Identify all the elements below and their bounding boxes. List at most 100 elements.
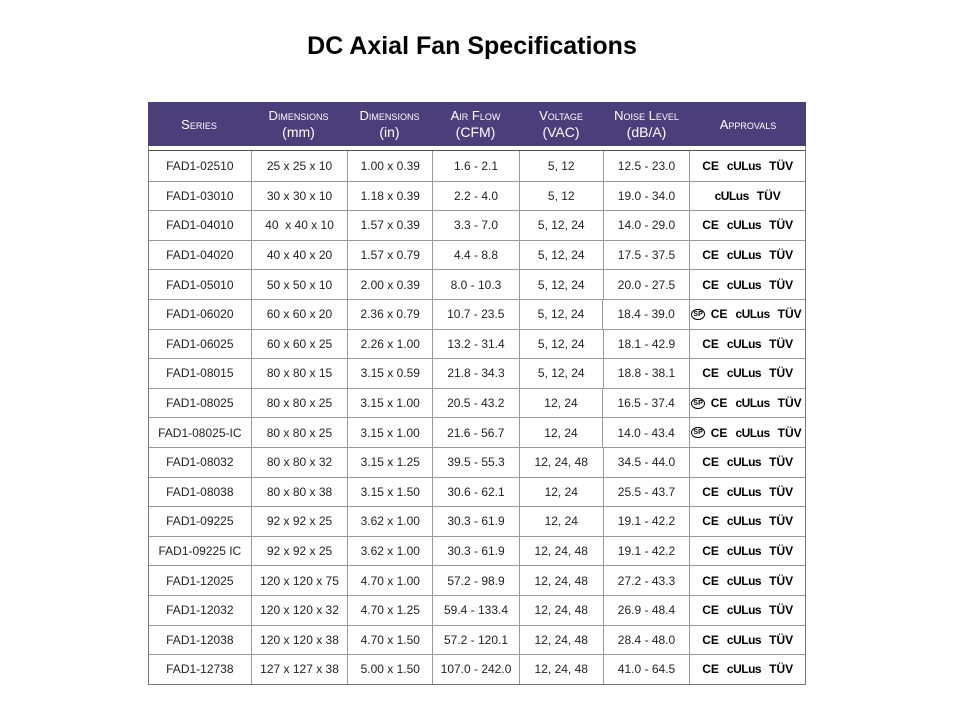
approvals-cell: CE cULus TÜV	[689, 655, 805, 684]
approvals-cell: CE cULus TÜV	[689, 625, 805, 655]
approvals-cell: CE cULus TÜV	[689, 566, 805, 595]
table-cell: 1.00 x 0.39	[347, 151, 432, 181]
table-cell: 28.4 - 48.0	[602, 625, 690, 655]
table-cell: 12, 24, 48	[518, 595, 603, 625]
table-cell: 3.15 x 1.50	[347, 477, 432, 507]
approval-logo: cULus	[726, 277, 762, 292]
table-cell: 30.6 - 62.1	[432, 477, 519, 507]
table-cell: 1.57 x 0.39	[347, 211, 432, 240]
table-row: FAD1-02510 25 x 25 x 10 1.00 x 0.39 1.6 - 2…	[149, 151, 805, 181]
table-cell: 21.8 - 34.3	[432, 359, 519, 388]
approval-logo: TÜV	[769, 277, 794, 292]
table-cell: FAD1-06025	[166, 336, 234, 351]
table-cell: 17.5 - 37.5	[602, 240, 690, 270]
table-cell: FAD1-08025	[166, 396, 234, 411]
approval-logo: TÜV	[769, 158, 794, 173]
approval-logo: CE	[702, 632, 719, 647]
approval-logo: TÜV	[777, 425, 802, 440]
table-cell: 120 x 120 x 75	[250, 566, 348, 595]
approvals-cell: CE cULus TÜV	[689, 240, 805, 270]
table-cell: 5, 12	[518, 181, 603, 211]
table-cell: 4.70 x 1.50	[347, 625, 432, 655]
table-cell: 4.4 - 8.8	[432, 240, 519, 270]
approval-logo: SP	[691, 308, 705, 320]
approval-logo: cULus	[735, 307, 770, 322]
header-cell: Approvals	[690, 102, 806, 146]
approval-logo: CE	[702, 218, 719, 233]
header-cell: Noise Level (dB/A)	[603, 102, 690, 146]
approvals-cell: CE cULus TÜV	[689, 507, 805, 536]
table-cell: 16.5 - 37.4	[602, 388, 689, 418]
table-cell: 18.4 - 39.0	[602, 299, 689, 329]
table-cell: 13.2 - 31.4	[432, 329, 519, 359]
approvals-cell: CE cULus TÜV	[689, 447, 805, 477]
table-cell: 5, 12	[518, 151, 603, 181]
approval-logo: CE	[702, 544, 719, 559]
separator	[148, 146, 806, 150]
table-cell: 18.1 - 42.9	[602, 329, 690, 359]
approval-logo: TÜV	[769, 632, 794, 647]
table-cell: 120 x 120 x 32	[250, 595, 348, 625]
approval-logo: cULus	[735, 425, 770, 440]
approval-logo: CE	[702, 662, 719, 677]
table-row: FAD1-04020 40 x 40 x 20 1.57 x 0.79 4.4 - 8…	[149, 239, 805, 270]
table-cell: 5, 12, 24	[518, 329, 603, 359]
approval-logo: TÜV	[777, 396, 802, 411]
table-cell: 40 x 40 x 10	[250, 211, 348, 240]
approval-logo: cULus	[726, 455, 762, 470]
table-cell: 12, 24, 48	[518, 625, 603, 655]
table-cell: 19.0 - 34.0	[602, 181, 690, 211]
table-cell: 92 x 92 x 25	[250, 536, 348, 566]
table-cell: 2.00 x 0.39	[347, 270, 432, 299]
table-cell: 21.6 - 56.7	[431, 418, 519, 447]
table-cell: 26.9 - 48.4	[602, 595, 690, 625]
table-cell: 12, 24, 48	[518, 655, 603, 684]
header-name: Noise Level	[614, 108, 679, 123]
header-name: Dimensions	[268, 108, 329, 123]
table-cell: FAD1-02510	[166, 158, 234, 173]
approval-logo: TÜV	[769, 662, 794, 677]
approval-logo: SP	[691, 427, 705, 439]
table-row: FAD1-09225 IC 92 x 92 x 25 3.62 x 1.00 30.3…	[149, 535, 805, 566]
approvals-cell: CE cULus TÜV	[689, 359, 805, 388]
header-cell: Series	[148, 102, 250, 146]
approval-logo: CE	[702, 366, 719, 381]
table-cell: 12, 24	[518, 507, 603, 536]
table-cell: 5.00 x 1.50	[347, 655, 432, 684]
header-unit: (in)	[379, 124, 400, 140]
approvals-cell: CE cULus TÜV	[689, 151, 805, 181]
table-cell: 5, 12, 24	[518, 270, 603, 299]
table-cell: 5, 12, 24	[518, 240, 603, 270]
table-cell: 1.18 x 0.39	[347, 181, 432, 211]
approval-logo: cULus	[726, 218, 762, 233]
table-row: FAD1-09225 92 x 92 x 25 3.62 x 1.00 30.3 - …	[149, 506, 805, 536]
table-cell: 60 x 60 x 25	[250, 329, 348, 359]
table-cell: FAD1-12025	[166, 573, 234, 588]
header-cell: Air Flow (CFM)	[432, 102, 519, 146]
table-cell: 3.62 x 1.00	[347, 536, 432, 566]
table-cell: 14.0 - 43.4	[602, 418, 689, 447]
approval-logo: TÜV	[769, 544, 794, 559]
table-cell: FAD1-04020	[166, 248, 234, 263]
approval-logo: TÜV	[769, 455, 794, 470]
table-cell: 5, 12, 24	[518, 211, 603, 240]
table-cell: 80 x 80 x 15	[250, 359, 348, 388]
table-cell: 4.70 x 1.00	[347, 566, 432, 595]
approval-logo: cULus	[726, 336, 762, 351]
approval-logo: CE	[710, 425, 728, 440]
table-cell: FAD1-08032	[166, 455, 234, 470]
approval-logo: cULus	[735, 396, 770, 411]
approval-logo: TÜV	[769, 366, 794, 381]
approval-logo: TÜV	[777, 307, 802, 322]
table-cell: 10.7 - 23.5	[431, 299, 519, 329]
header-cell: Voltage (VAC)	[519, 102, 603, 146]
table-cell: 41.0 - 64.5	[602, 655, 690, 684]
table-cell: 20.0 - 27.5	[602, 270, 690, 299]
table-body: FAD1-02510 25 x 25 x 10 1.00 x 0.39 1.6 - 2…	[148, 150, 806, 685]
table-row: FAD1-08032 80 x 80 x 32 3.15 x 1.25 39.5 - …	[149, 446, 805, 477]
table-cell: 25.5 - 43.7	[602, 477, 690, 507]
table-cell: FAD1-12738	[166, 662, 234, 677]
approvals-cell: CE cULus TÜV	[689, 270, 805, 299]
table-cell: 80 x 80 x 38	[250, 477, 348, 507]
